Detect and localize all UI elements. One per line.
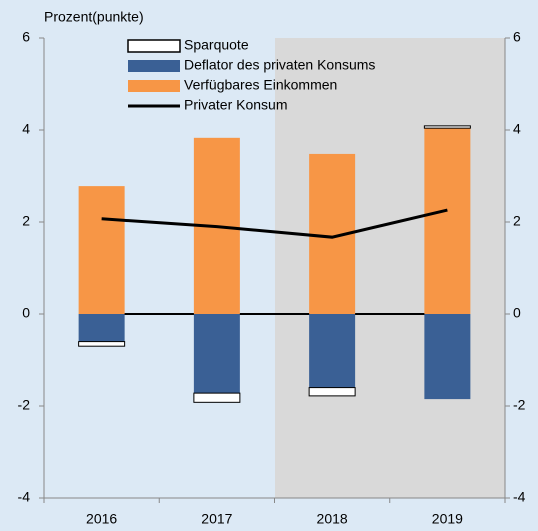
x-tick-label: 2016 [86,511,117,527]
x-tick-label: 2018 [317,511,348,527]
y-tick-label: -2 [18,397,31,413]
y2-tick-label: 4 [513,121,521,137]
bar [78,314,125,342]
y2-tick-label: -2 [513,397,526,413]
x-tick-label: 2019 [432,511,463,527]
legend-swatch [127,39,181,53]
bar [193,314,240,394]
bar [78,186,125,314]
y-axis-label: Prozent(punkte) [44,9,144,25]
y2-tick-label: 6 [513,29,521,45]
legend-label: Deflator des privaten Konsums [184,57,375,73]
legend-label: Sparquote [184,37,249,53]
x-tick-label: 2017 [201,511,232,527]
legend: Sparquote Deflator des privaten Konsums Ve… [127,37,375,113]
bar [423,125,471,129]
y-tick-label: -4 [18,489,31,505]
y2-tick-label: 0 [513,305,521,321]
bar [309,314,356,388]
legend-label: Verfügbares Einkommen [184,77,337,93]
bar [193,392,241,403]
legend-swatch [128,80,180,92]
y2-tick-label: 2 [513,213,521,229]
bar [424,128,471,314]
bar [308,387,356,397]
line [101,208,448,239]
y2-tick-label: -4 [513,489,526,505]
bar [78,341,126,347]
legend-label: Privater Konsum [184,97,287,113]
bar [424,314,471,400]
legend-swatch [128,60,180,72]
y-tick-label: 2 [22,213,30,229]
y-tick-label: 0 [22,305,30,321]
y-tick-label: 6 [22,29,30,45]
y-tick-label: 4 [22,121,30,137]
